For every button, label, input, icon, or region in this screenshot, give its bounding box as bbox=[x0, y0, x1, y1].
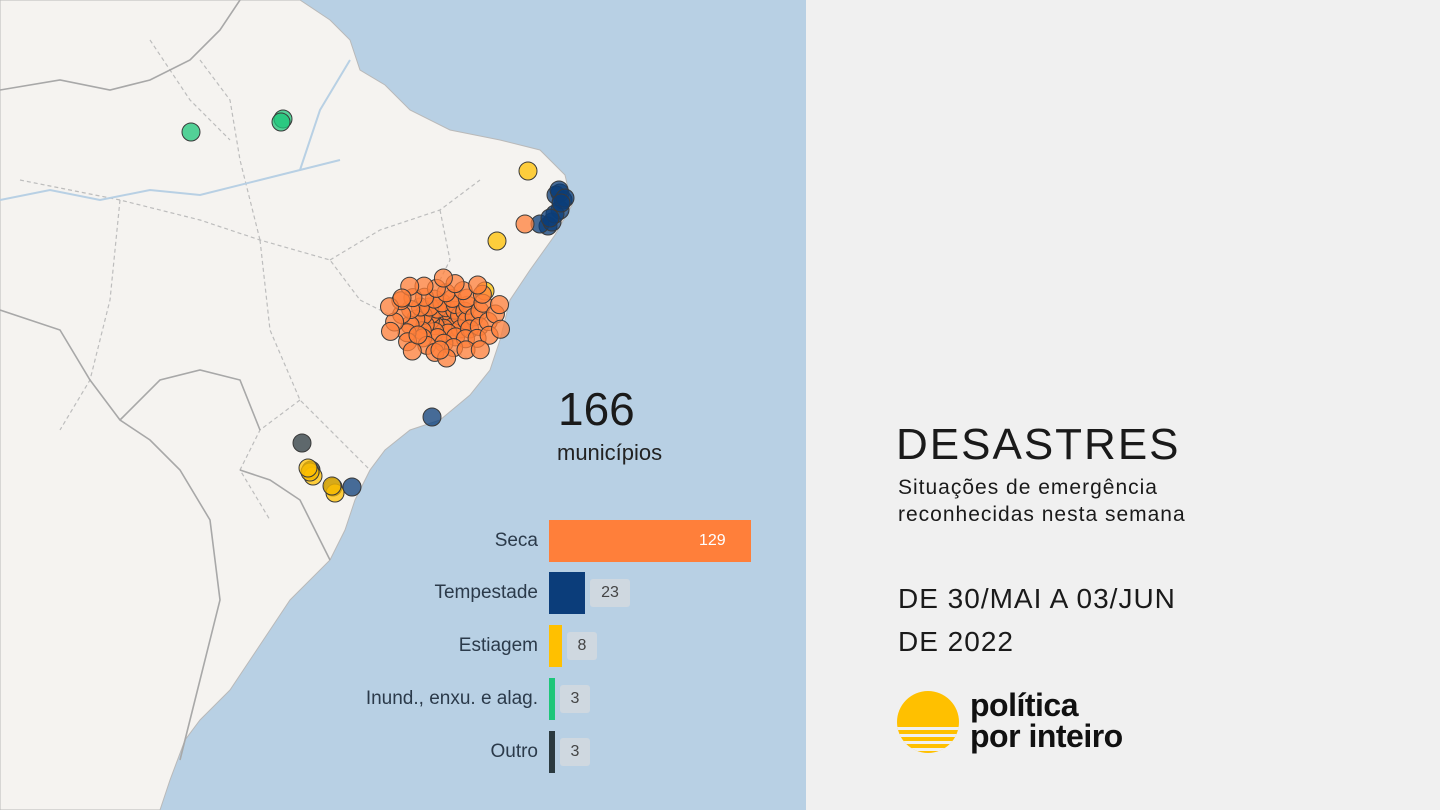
date-line-2: DE 2022 bbox=[898, 626, 1014, 657]
bar-label-3: Inund., enxu. e alag. bbox=[365, 688, 538, 709]
marker-dryspell-5[interactable] bbox=[322, 476, 342, 496]
brand-name: política por inteiro bbox=[970, 687, 1123, 754]
subtitle-line-1: Situações de emergência bbox=[898, 476, 1158, 499]
marker-dryspell-0[interactable] bbox=[518, 161, 538, 181]
marker-storm-12[interactable] bbox=[540, 208, 560, 228]
marker-drought-extra-1[interactable] bbox=[430, 340, 450, 360]
marker-drought-77[interactable] bbox=[470, 340, 490, 360]
marker-drought-76[interactable] bbox=[491, 319, 510, 339]
total-label: municípios bbox=[557, 440, 663, 465]
marker-drought-extra-2[interactable] bbox=[408, 325, 428, 345]
land-mass bbox=[0, 0, 573, 810]
bar-label-0: Seca bbox=[494, 530, 538, 551]
bar-2[interactable] bbox=[549, 625, 562, 667]
bar-3[interactable] bbox=[549, 678, 555, 720]
subtitle-line-2: reconhecidas nesta semana bbox=[898, 503, 1186, 526]
rivers bbox=[0, 59, 351, 202]
marker-dryspell-7[interactable] bbox=[298, 458, 318, 478]
marker-storm-8[interactable] bbox=[422, 407, 442, 427]
side-panel bbox=[806, 0, 1440, 810]
marker-drought-73[interactable] bbox=[433, 268, 453, 288]
bar-value-1: 23 bbox=[590, 579, 630, 607]
bar-value-3: 3 bbox=[560, 685, 590, 713]
date-range: DE 30/MAI A 03/JUN DE 2022 bbox=[898, 577, 1278, 663]
bar-value-2: 8 bbox=[567, 632, 597, 660]
marker-drought-75[interactable] bbox=[490, 295, 509, 315]
brand-line-2: por inteiro bbox=[970, 718, 1123, 754]
bar-value-0: 129 bbox=[699, 532, 726, 549]
marker-flood-0[interactable] bbox=[181, 122, 201, 142]
country-borders bbox=[0, 0, 331, 761]
subtitle: Situações de emergência reconhecidas nes… bbox=[898, 474, 1278, 528]
bar-0[interactable] bbox=[549, 520, 751, 562]
marker-drought-extra-0[interactable] bbox=[515, 214, 535, 234]
date-line-1: DE 30/MAI A 03/JUN bbox=[898, 583, 1176, 614]
marker-dryspell-1[interactable] bbox=[487, 231, 507, 251]
marker-drought-70[interactable] bbox=[381, 321, 400, 341]
brand-line-1: política bbox=[970, 687, 1079, 723]
total-count: 166 bbox=[558, 383, 635, 435]
bar-label-2: Estiagem bbox=[458, 635, 538, 656]
marker-drought-extra-3[interactable] bbox=[392, 288, 412, 308]
bar-value-4: 3 bbox=[560, 738, 590, 766]
brazil-map[interactable] bbox=[0, 0, 806, 810]
bar-4[interactable] bbox=[549, 731, 555, 773]
bar-1[interactable] bbox=[549, 572, 585, 614]
marker-storm-9[interactable] bbox=[342, 477, 362, 497]
sun-logo-icon bbox=[897, 691, 959, 753]
map-panel[interactable]: 166 municípios Seca 129 Tempestade 23 Estiag… bbox=[0, 0, 806, 810]
marker-flood-2[interactable] bbox=[271, 112, 291, 132]
marker-other-0[interactable] bbox=[292, 433, 312, 453]
disaster-markers bbox=[181, 109, 575, 503]
marker-drought-79[interactable] bbox=[402, 341, 422, 361]
page-title: DESASTRES bbox=[896, 420, 1181, 469]
marker-storm-13[interactable] bbox=[551, 193, 571, 213]
bar-label-4: Outro bbox=[490, 741, 538, 762]
bar-label-1: Tempestade bbox=[434, 582, 538, 603]
marker-drought-74[interactable] bbox=[468, 275, 488, 295]
